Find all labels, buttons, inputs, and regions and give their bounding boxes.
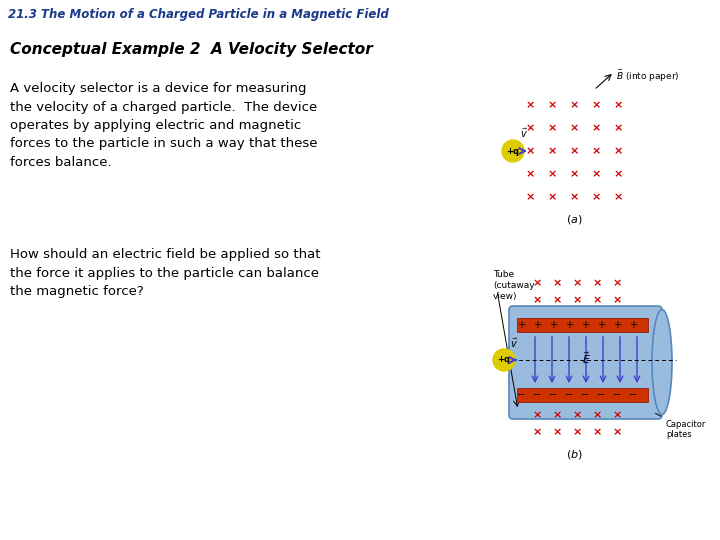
Text: ×: × — [591, 192, 600, 202]
Text: 21.3 The Motion of a Charged Particle in a Magnetic Field: 21.3 The Motion of a Charged Particle in… — [8, 8, 389, 21]
Text: −: − — [565, 390, 573, 400]
Text: Conceptual Example 2  A Velocity Selector: Conceptual Example 2 A Velocity Selector — [10, 42, 373, 57]
Text: ×: × — [612, 278, 621, 288]
Text: −: − — [613, 390, 621, 400]
Text: ×: × — [593, 295, 602, 305]
Text: ×: × — [593, 278, 602, 288]
Text: ×: × — [613, 100, 623, 110]
Text: ×: × — [532, 278, 541, 288]
Text: −: − — [517, 390, 525, 400]
Text: −: − — [581, 390, 589, 400]
Text: ×: × — [613, 146, 623, 156]
Text: $(b)$: $(b)$ — [566, 448, 582, 461]
Text: ×: × — [612, 427, 621, 437]
Text: +: + — [581, 320, 589, 330]
Text: +: + — [549, 320, 557, 330]
Text: ×: × — [547, 123, 557, 133]
Text: $\vec{B}$ (into paper): $\vec{B}$ (into paper) — [616, 68, 680, 84]
Text: ×: × — [526, 123, 535, 133]
Text: ×: × — [572, 278, 582, 288]
Circle shape — [493, 349, 515, 371]
Text: ×: × — [612, 295, 621, 305]
Text: +: + — [613, 320, 621, 330]
Text: ×: × — [593, 410, 602, 420]
Text: ×: × — [547, 100, 557, 110]
Text: ×: × — [532, 427, 541, 437]
Text: ×: × — [612, 410, 621, 420]
Text: A velocity selector is a device for measuring
the velocity of a charged particle: A velocity selector is a device for meas… — [10, 82, 318, 169]
Text: +: + — [597, 320, 605, 330]
Circle shape — [502, 140, 524, 162]
Bar — [517, 388, 648, 402]
Text: ×: × — [572, 427, 582, 437]
Text: $\vec{E}$: $\vec{E}$ — [582, 350, 592, 366]
Text: ×: × — [570, 192, 579, 202]
Text: ×: × — [613, 123, 623, 133]
Text: Capacitor
plates: Capacitor plates — [655, 413, 706, 440]
Text: ×: × — [613, 192, 623, 202]
Text: ×: × — [572, 295, 582, 305]
Text: ×: × — [552, 410, 562, 420]
Text: +q: +q — [506, 146, 520, 156]
Text: ×: × — [593, 427, 602, 437]
Ellipse shape — [652, 309, 672, 415]
Text: ×: × — [532, 410, 541, 420]
Text: $\vec{v}$: $\vec{v}$ — [510, 336, 518, 350]
Text: −: − — [629, 390, 637, 400]
Text: −: − — [533, 390, 541, 400]
Text: ×: × — [526, 146, 535, 156]
FancyBboxPatch shape — [509, 306, 662, 419]
Text: +: + — [517, 320, 525, 330]
Text: ×: × — [613, 169, 623, 179]
Text: ×: × — [591, 123, 600, 133]
Text: +: + — [629, 320, 637, 330]
Text: ×: × — [547, 146, 557, 156]
Text: ×: × — [570, 169, 579, 179]
Text: +: + — [533, 320, 541, 330]
Text: ×: × — [591, 169, 600, 179]
Text: ×: × — [526, 100, 535, 110]
Text: ×: × — [570, 146, 579, 156]
Text: ×: × — [552, 295, 562, 305]
Text: ×: × — [570, 100, 579, 110]
Text: Tube
(cutaway
view): Tube (cutaway view) — [493, 270, 535, 301]
Text: ×: × — [570, 123, 579, 133]
Text: ×: × — [591, 146, 600, 156]
Bar — [517, 318, 648, 332]
Text: $(a)$: $(a)$ — [566, 213, 582, 226]
Text: How should an electric field be applied so that
the force it applies to the part: How should an electric field be applied … — [10, 248, 320, 298]
Text: ×: × — [552, 278, 562, 288]
Text: ×: × — [526, 192, 535, 202]
Text: ×: × — [547, 192, 557, 202]
Text: +q: +q — [498, 355, 510, 364]
Text: ×: × — [532, 295, 541, 305]
Text: +: + — [565, 320, 573, 330]
Text: $\vec{v}$: $\vec{v}$ — [520, 126, 528, 140]
Text: −: − — [597, 390, 605, 400]
Text: ×: × — [547, 169, 557, 179]
Text: ×: × — [572, 410, 582, 420]
Text: ×: × — [526, 169, 535, 179]
Text: ×: × — [591, 100, 600, 110]
Text: ×: × — [552, 427, 562, 437]
Text: −: − — [549, 390, 557, 400]
